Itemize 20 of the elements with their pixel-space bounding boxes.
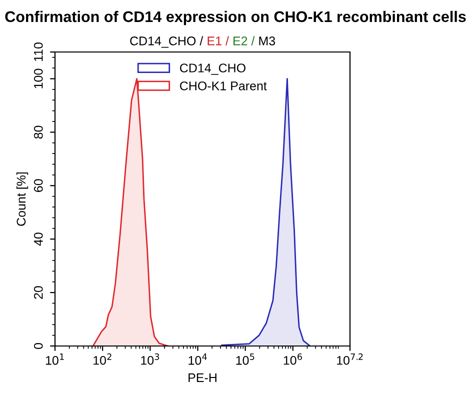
x-tick-label: 10$^{5}$ (236, 354, 254, 365)
y-tick-label: 110 (34, 42, 43, 62)
chart-subtitle: CD14_CHO / E1 / E2 / M3 (130, 36, 276, 48)
x-tick-label: 10$^{2}$ (94, 353, 112, 365)
y-tick-label: 100 (34, 68, 43, 88)
y-tick-label: 40 (34, 232, 43, 246)
y-tick-label: 60 (34, 179, 43, 192)
x-tick-label: 10$^{1}$ (46, 354, 64, 365)
y-axis-title: Count [%] (16, 172, 28, 226)
y-tick-label: 20 (34, 286, 43, 299)
y-tick-label: 80 (34, 126, 43, 139)
x-tick-label: 10$^{6}$ (284, 353, 302, 365)
legend-label: CD14_CHO (180, 64, 246, 75)
y-tick-label: 0 (34, 343, 43, 349)
x-tick-label: 10$^{3}$ (141, 353, 160, 365)
x-axis-title: PE-H (188, 373, 216, 382)
legend-label: CHO-K1 Parent (180, 81, 267, 90)
x-tick-label: 10$^{7.2}$ (337, 353, 363, 365)
chart-title: Confirmation of CD14 expression on CHO-K1 recombinant cells (5, 10, 466, 26)
x-tick-label: 10$^{4}$ (188, 354, 207, 365)
